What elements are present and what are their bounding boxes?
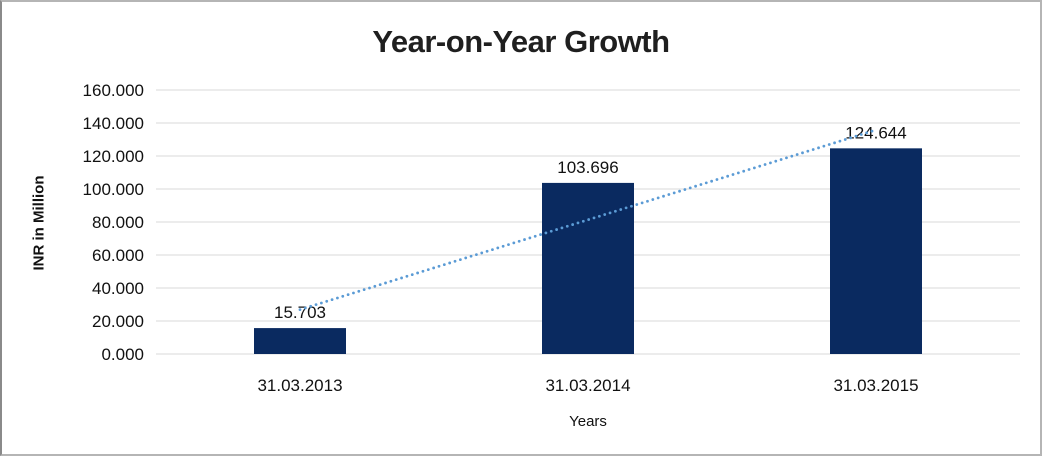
y-tick-label: 80.000 (92, 213, 144, 232)
bar-value-label: 103.696 (557, 158, 618, 177)
y-tick-label: 100.000 (83, 180, 144, 199)
y-tick-label: 60.000 (92, 246, 144, 265)
y-tick-label: 120.000 (83, 147, 144, 166)
y-tick-label: 140.000 (83, 114, 144, 133)
x-axis-title: Years (569, 413, 607, 430)
y-tick-label: 20.000 (92, 312, 144, 331)
bar (254, 328, 346, 354)
chart-title: Year-on-Year Growth (372, 24, 670, 59)
bar-value-label: 15.703 (274, 303, 326, 322)
y-tick-label: 40.000 (92, 279, 144, 298)
y-tick-label: 160.000 (83, 81, 144, 100)
x-category-label: 31.03.2014 (545, 376, 630, 395)
bar (830, 148, 922, 354)
trendline (298, 128, 878, 312)
x-category-label: 31.03.2015 (833, 376, 918, 395)
bar-value-label: 124.644 (845, 123, 906, 142)
bar (542, 182, 634, 354)
x-category-label: 31.03.2013 (257, 376, 342, 395)
y-tick-label: 0.000 (101, 345, 144, 364)
